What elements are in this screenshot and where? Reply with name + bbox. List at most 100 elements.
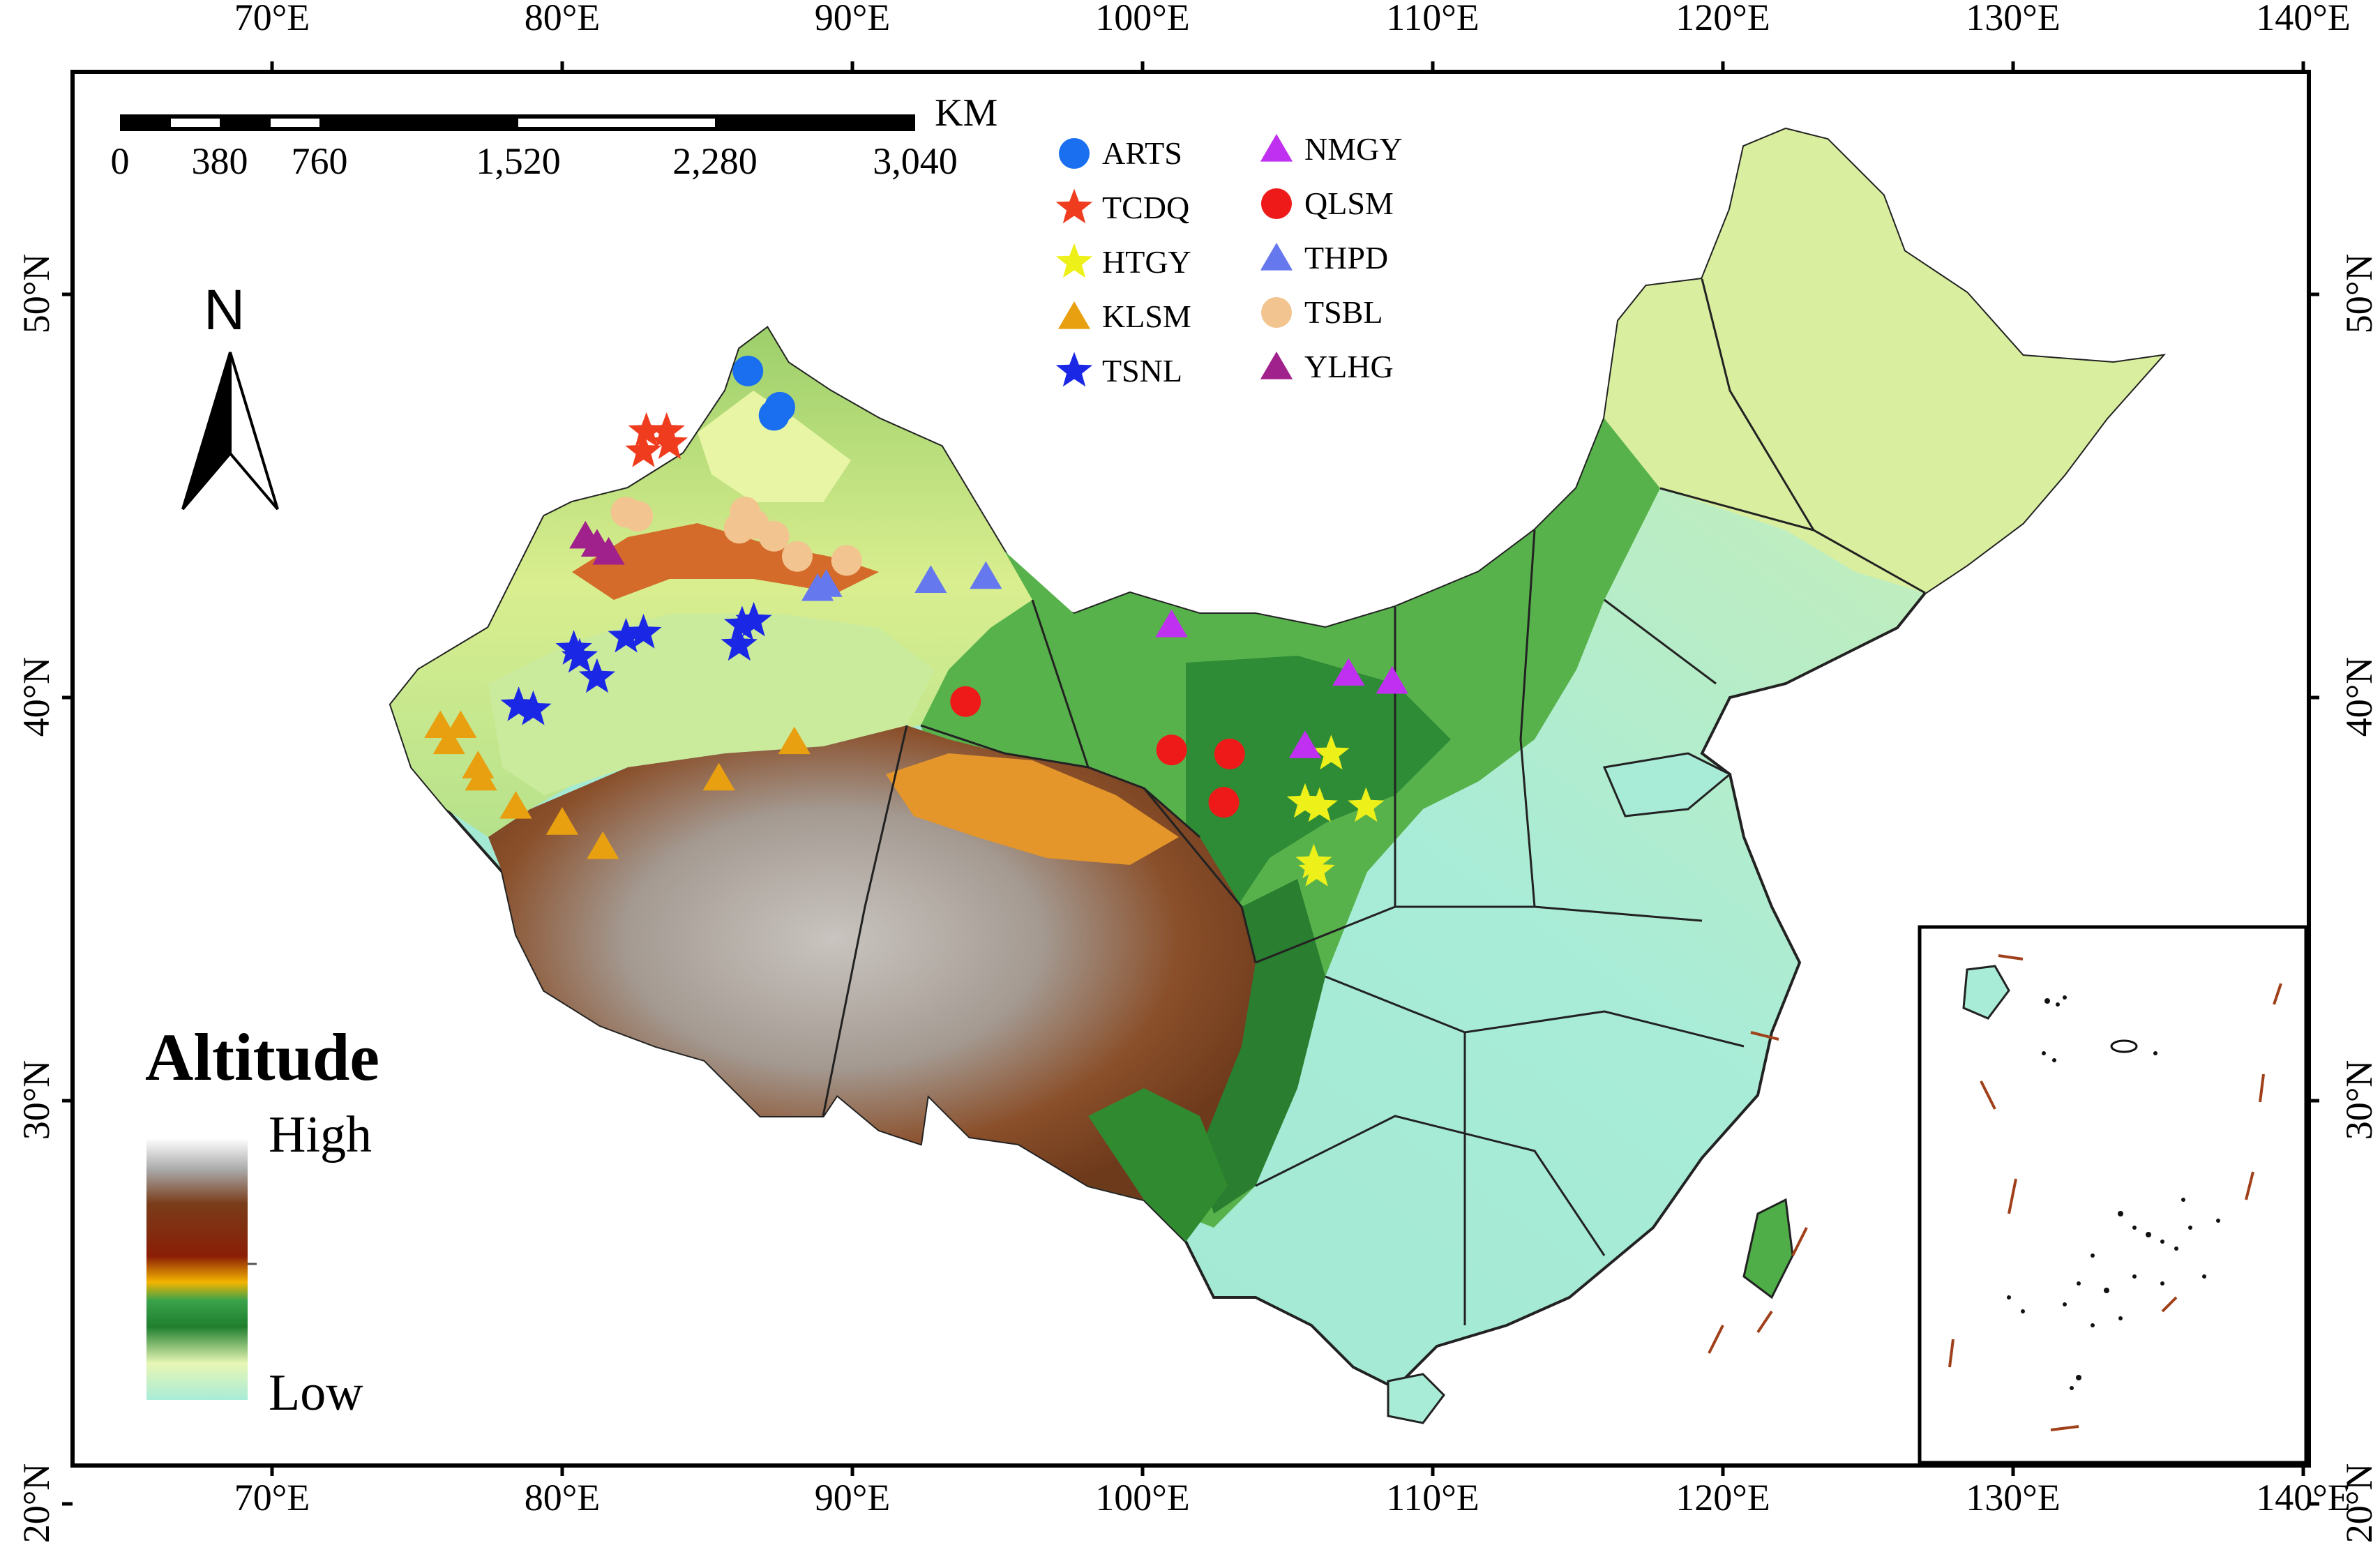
- latitude-label: 50°N: [15, 253, 57, 334]
- legend-label: KLSM: [1102, 299, 1191, 334]
- longitude-label: 80°E: [524, 0, 601, 38]
- site-marker-tsnl: [625, 614, 662, 649]
- legend-label: TCDQ: [1102, 190, 1190, 225]
- longitude-label: 80°E: [524, 1477, 601, 1519]
- altitude-low-label: Low: [269, 1364, 363, 1422]
- site-marker-tsnl: [735, 601, 772, 637]
- site-marker-htgy: [1298, 852, 1335, 887]
- site-marker-klsm: [462, 751, 495, 778]
- legend-label: TSBL: [1304, 294, 1383, 330]
- latitude-label: 40°N: [2338, 656, 2380, 737]
- site-marker-htgy: [1301, 787, 1338, 822]
- scale-bar-label: 0: [110, 140, 130, 182]
- site-marker-tsnl: [555, 630, 592, 665]
- latitude-label: 20°N: [2338, 1463, 2380, 1544]
- site-marker-klsm: [432, 726, 465, 755]
- site-marker-qlsm: [1156, 734, 1187, 766]
- site-marker-klsm: [702, 762, 735, 791]
- latitude-label: 20°N: [15, 1463, 57, 1544]
- altitude-high-label: High: [269, 1106, 372, 1163]
- legend-symbol: [1059, 138, 1090, 169]
- scale-bar-label: 1,520: [476, 140, 561, 182]
- legend-symbol: [1261, 188, 1292, 219]
- longitude-label: 100°E: [1095, 1477, 1190, 1519]
- site-marker-tcdq: [625, 432, 662, 467]
- site-marker-tsnl: [723, 605, 761, 641]
- legend-symbol: [1057, 301, 1091, 329]
- scale-unit-label: KM: [935, 91, 998, 135]
- legend-label: HTGY: [1102, 244, 1191, 280]
- altitude-gradient-bar: [146, 1138, 248, 1400]
- axis-ticks: [62, 61, 2319, 1506]
- site-marker-tcdq: [651, 424, 688, 460]
- longitude-label: 70°E: [234, 1477, 310, 1519]
- nine-dash-line: [1708, 1031, 1808, 1354]
- site-marker-htgy: [1348, 787, 1385, 822]
- legend-symbol: [1055, 352, 1093, 387]
- longitude-label: 140°E: [2256, 1477, 2351, 1519]
- longitude-label: 130°E: [1966, 0, 2061, 38]
- legend-symbol: [1261, 297, 1292, 328]
- site-marker-tsbl: [831, 545, 862, 576]
- site-marker-nmgy: [1376, 665, 1408, 694]
- site-marker-qlsm: [950, 686, 981, 717]
- legend-symbol: [1260, 134, 1293, 162]
- longitude-label: 110°E: [1386, 1477, 1479, 1519]
- legend-symbol: [1055, 188, 1093, 224]
- longitude-label: 90°E: [814, 1477, 891, 1519]
- site-marker-htgy: [1313, 734, 1350, 770]
- site-marker-nmgy: [1288, 730, 1322, 758]
- site-marker-tcdq: [628, 412, 665, 447]
- longitude-label: 90°E: [814, 0, 891, 38]
- site-marker-tsbl: [622, 500, 654, 532]
- site-marker-klsm: [444, 710, 477, 739]
- site-marker-klsm: [465, 762, 497, 791]
- longitude-label: 110°E: [1386, 0, 1479, 38]
- site-marker-arts: [758, 400, 790, 431]
- longitude-label: 100°E: [1095, 0, 1190, 38]
- longitude-label: 130°E: [1966, 1477, 2061, 1519]
- legend-symbol: [1055, 243, 1093, 278]
- site-marker-tcdq: [648, 412, 685, 447]
- legend-label: ARTS: [1102, 135, 1182, 171]
- longitude-label: 120°E: [1675, 0, 1770, 38]
- site-marker-klsm: [778, 726, 811, 755]
- legend-label: NMGY: [1304, 131, 1403, 167]
- site-marker-tsnl: [515, 690, 552, 725]
- site-marker-thpd: [810, 569, 843, 597]
- scale-bar-label: 760: [291, 140, 348, 182]
- site-marker-thpd: [914, 565, 947, 593]
- site-marker-tsbl: [758, 520, 790, 552]
- site-marker-klsm: [587, 831, 619, 859]
- site-marker-tsnl: [721, 626, 758, 661]
- latitude-label: 30°N: [15, 1060, 57, 1140]
- scale-bar-label: 2,280: [672, 140, 758, 182]
- north-arrow-icon: [181, 352, 279, 511]
- scale-bar-label: 380: [191, 140, 248, 182]
- site-marker-qlsm: [1214, 738, 1245, 769]
- legend-label: QLSM: [1304, 186, 1394, 221]
- site-marker-qlsm: [1208, 787, 1240, 818]
- sample-sites: [424, 355, 1408, 887]
- site-marker-ylhg: [592, 536, 625, 565]
- latitude-label: 40°N: [15, 656, 57, 737]
- latitude-label: 30°N: [2338, 1060, 2380, 1140]
- site-marker-tsbl: [723, 513, 755, 544]
- province-borders: [822, 278, 1926, 1325]
- legend-symbol: [1260, 243, 1293, 271]
- site-marker-nmgy: [1155, 609, 1188, 638]
- site-marker-tsnl: [608, 617, 645, 653]
- site-marker-arts: [732, 355, 764, 386]
- longitude-label: 70°E: [234, 0, 310, 38]
- legend-label: TSNL: [1102, 353, 1182, 389]
- north-label: N: [204, 278, 246, 342]
- site-marker-nmgy: [1332, 658, 1365, 686]
- site-marker-klsm: [499, 791, 532, 819]
- china-landmass: [389, 127, 2167, 1424]
- longitude-label: 140°E: [2256, 0, 2351, 38]
- longitude-label: 120°E: [1675, 1477, 1770, 1519]
- scale-bar-label: 3,040: [873, 140, 958, 182]
- legend-label: YLHG: [1304, 349, 1394, 384]
- latitude-label: 50°N: [2338, 253, 2380, 334]
